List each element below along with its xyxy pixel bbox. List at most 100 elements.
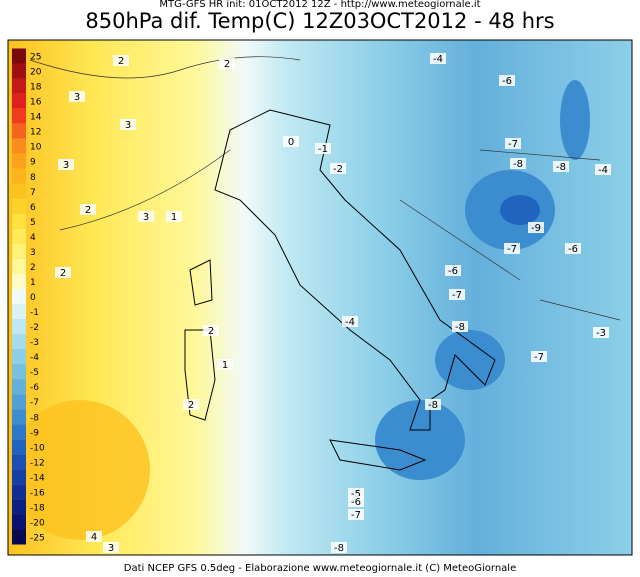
contour-label: -8 — [513, 159, 523, 170]
colorbar-label: 8 — [30, 173, 36, 183]
colorbar-label: 9 — [30, 158, 36, 168]
label-box — [166, 211, 182, 222]
label-box — [445, 265, 461, 276]
colorbar-label: 25 — [30, 53, 41, 63]
label-box — [315, 143, 331, 154]
title: 850hPa dif. Temp(C) 12Z03OCT2012 - 48 hr… — [85, 9, 554, 33]
colorbar-swatch — [12, 198, 26, 214]
colorbar-label: 7 — [30, 188, 36, 198]
contour-label: 4 — [91, 532, 97, 543]
colorbar-label: -3 — [30, 338, 39, 348]
label-box — [120, 119, 136, 130]
contour-label: -9 — [531, 223, 541, 234]
colorbar-swatch — [12, 93, 26, 109]
warm-area — [10, 400, 150, 540]
contour-label: 0 — [288, 137, 294, 148]
colorbar-swatch — [12, 364, 26, 380]
contour-label: 3 — [63, 160, 69, 171]
contour-label: -6 — [568, 244, 578, 255]
cold-area — [375, 400, 465, 480]
label-box — [55, 267, 71, 278]
label-box — [565, 243, 581, 254]
colorbar-swatch — [12, 273, 26, 289]
contour-label: 2 — [118, 56, 124, 67]
contour-label: -3 — [596, 328, 606, 339]
colorbar-label: -10 — [30, 443, 45, 453]
border — [29, 56, 621, 321]
colorbar-swatch — [12, 108, 26, 124]
label-box — [138, 211, 154, 222]
colorbar-label: -2 — [30, 323, 39, 333]
label-box — [331, 542, 347, 553]
colorbar-swatch — [12, 78, 26, 94]
colorbar-label: -25 — [30, 534, 45, 544]
contour-label: 2 — [188, 400, 194, 411]
colorbar-swatch — [12, 123, 26, 139]
contour-label: -7 — [534, 352, 544, 363]
footer: Dati NCEP GFS 0.5deg - Elaborazione www.… — [124, 563, 516, 574]
contour-label: -4 — [345, 317, 355, 328]
label-box — [499, 75, 515, 86]
label-box — [58, 159, 74, 170]
label-box — [595, 164, 611, 175]
colorbar-label: 20 — [30, 68, 42, 78]
contour-label: -8 — [556, 162, 566, 173]
contour-label: 2 — [60, 268, 66, 279]
colorbar-swatch — [12, 484, 26, 500]
contour-label: -2 — [333, 164, 343, 175]
label-box — [505, 138, 521, 149]
label-box — [283, 136, 299, 147]
label-box — [510, 158, 526, 169]
label-box — [342, 316, 358, 327]
colorbar-label: 3 — [30, 248, 36, 258]
label-box — [449, 289, 465, 300]
label-box — [348, 496, 364, 507]
colorbar-label: 12 — [30, 128, 41, 138]
colorbar-label: 2 — [30, 263, 36, 273]
contour-label: 3 — [108, 543, 114, 554]
label-box — [203, 325, 219, 336]
contour-label: -7 — [452, 290, 462, 301]
contour-label: -7 — [508, 139, 518, 150]
colorbar-swatch — [12, 499, 26, 515]
contour-label: -5 — [351, 489, 361, 500]
contour-label: -7 — [507, 244, 517, 255]
label-box — [219, 58, 235, 69]
colorbar-label: -7 — [30, 398, 39, 408]
colorbar-label: -4 — [30, 353, 39, 363]
cold-area — [560, 80, 590, 160]
contour-label: -8 — [455, 322, 465, 333]
colorbar-label: -9 — [30, 428, 39, 438]
colorbar-swatch — [12, 319, 26, 335]
colorbar-swatch — [12, 394, 26, 410]
contour-label: -6 — [502, 76, 512, 87]
colorbar-swatch — [12, 529, 26, 545]
colorbar-label: 4 — [30, 233, 36, 243]
colorbar-label: 18 — [30, 83, 42, 93]
label-box — [528, 222, 544, 233]
colorbar-label: -8 — [30, 413, 39, 423]
label-box — [69, 91, 85, 102]
cold-area — [500, 195, 540, 225]
colorbar-swatch — [12, 288, 26, 305]
cold-area — [435, 330, 505, 390]
contour-label: 3 — [143, 212, 149, 223]
contour-label: 1 — [222, 360, 228, 371]
colorbar-swatch — [12, 63, 26, 79]
label-box — [452, 321, 468, 332]
colorbar-label: -1 — [30, 308, 39, 318]
colorbar-label: -18 — [30, 503, 45, 513]
label-box — [504, 243, 520, 254]
label-box — [183, 399, 199, 410]
colorbar-label: -12 — [30, 458, 45, 468]
label-box — [430, 53, 446, 64]
contour-label: 2 — [224, 59, 230, 70]
label-box — [80, 204, 96, 215]
label-box — [348, 509, 364, 520]
contour-label: -1 — [318, 144, 328, 155]
colorbar-swatch — [12, 304, 26, 320]
label-box — [103, 542, 119, 553]
colorbar-swatch — [12, 514, 26, 530]
contour-labels: -4-6-7-8 -8 -4-9-7 -6-6-7-4 -8-3-7-8-5-6-7-8… — [55, 53, 611, 554]
contour-label: -8 — [334, 543, 344, 554]
